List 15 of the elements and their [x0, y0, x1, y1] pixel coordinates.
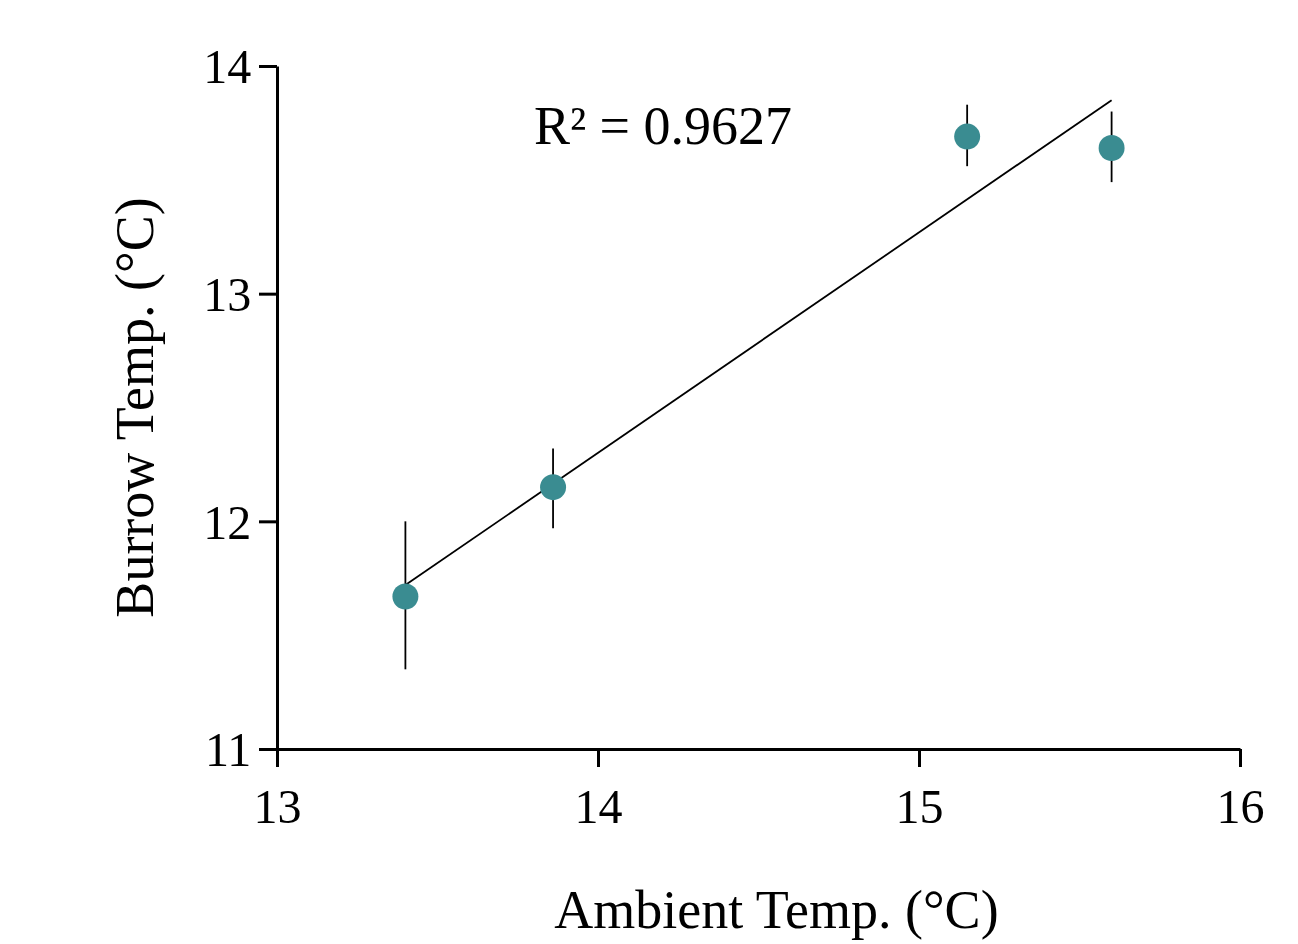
- point: [1098, 135, 1125, 161]
- x-tick-label: 14: [574, 779, 623, 833]
- x-tick-label: 15: [895, 779, 944, 833]
- annotation: R² = 0.9627: [533, 96, 793, 156]
- point: [540, 474, 567, 501]
- y-tick-label: 11: [204, 723, 252, 777]
- y-tick-label: 12: [203, 495, 252, 549]
- x-axis-title: Ambient Temp. (°C): [554, 880, 999, 940]
- point: [392, 583, 419, 610]
- y-axis-title: Burrow Temp. (°C): [105, 197, 165, 618]
- y-tick-label: 14: [203, 40, 252, 94]
- x-tick-label: 13: [253, 779, 302, 833]
- y-tick-label: 13: [203, 267, 252, 321]
- x-tick-label: 16: [1216, 779, 1265, 833]
- point: [954, 123, 981, 150]
